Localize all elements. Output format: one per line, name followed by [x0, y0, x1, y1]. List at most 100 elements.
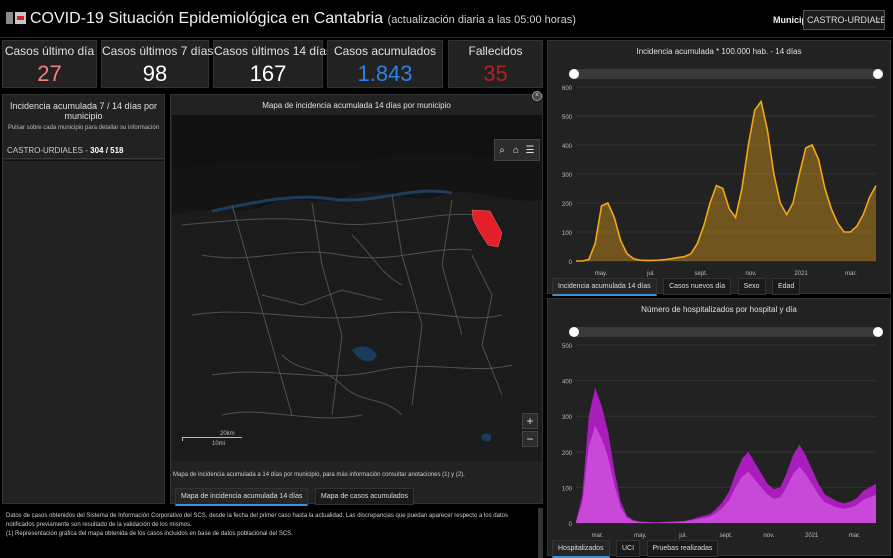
divider: [3, 160, 164, 161]
x-tick-label: mar.: [592, 533, 604, 539]
tab-hospitalizados[interactable]: Hospitalizados: [552, 540, 610, 558]
y-tick-label: 300: [562, 415, 573, 421]
home-icon[interactable]: ⌂: [512, 145, 520, 156]
tab-pruebas-realizadas[interactable]: Pruebas realizadas: [646, 540, 719, 557]
kpi-casos-14-dias: Casos últimos 14 días 167: [213, 40, 333, 88]
municipio-select[interactable]: CASTRO-URDIALES ▿: [803, 10, 885, 30]
y-tick-label: 500: [562, 344, 573, 350]
cantabria-logo-icon: [6, 12, 26, 24]
list-title: Incidencia acumulada 7 / 14 días por mun…: [9, 101, 158, 121]
page-title-text: COVID-19 Situación Epidemiológica en Can…: [30, 10, 384, 27]
x-tick-label: 2021: [794, 271, 808, 277]
chart-title: Incidencia acumulada * 100.000 hab. - 14…: [636, 47, 802, 56]
map-title: Mapa de incidencia acumulada 14 días por…: [262, 101, 451, 110]
map-scale-bar: 20km 10mi: [182, 431, 242, 447]
map-footnote: Mapa de incidencia acumulada a 14 días p…: [173, 472, 465, 478]
municipio-select-value: CASTRO-URDIALES: [807, 15, 885, 25]
y-tick-label: 0: [569, 260, 573, 266]
tab-edad[interactable]: Edad: [772, 278, 801, 295]
notes-paragraph: Datos de casos obtenidos del Sistema de …: [6, 513, 508, 528]
y-tick-label: 100: [562, 231, 573, 237]
zoom-out-button[interactable]: −: [522, 431, 538, 447]
list-item[interactable]: CASTRO-URDIALES - 304 / 518: [3, 143, 164, 159]
x-tick-label: jul.: [678, 533, 687, 539]
y-tick-label: 600: [562, 86, 573, 92]
x-tick-label: may.: [595, 271, 608, 277]
y-tick-label: 400: [562, 144, 573, 150]
x-tick-label: may.: [634, 533, 647, 539]
scale-km: 20km: [220, 431, 235, 437]
range-handle-right: [873, 327, 883, 337]
y-tick-label: 300: [562, 173, 573, 179]
y-tick-label: 100: [562, 486, 573, 492]
list-icon[interactable]: ☰: [525, 145, 535, 156]
list-item-name: CASTRO-URDIALES -: [7, 146, 91, 155]
kpi-value: 167: [249, 61, 287, 86]
notes-scrollbar[interactable]: [538, 508, 543, 558]
incidence-chart-panel: Incidencia acumulada * 100.000 hab. - 14…: [547, 40, 891, 296]
x-tick-label: jul.: [646, 271, 655, 277]
range-handle-right: [873, 69, 883, 79]
chart1-tab-bar: Incidencia acumulada 14 días Casos nuevo…: [552, 275, 802, 296]
municipio-list-panel: Incidencia acumulada 7 / 14 días por mun…: [2, 94, 165, 504]
kpi-label: Casos último día: [4, 44, 95, 58]
y-tick-label: 200: [562, 202, 573, 208]
incidence-chart: 0 100 200 300 400 500 600 may. jul. sept. nov. 2021…: [562, 69, 883, 277]
tab-casos-nuevos-dia[interactable]: Casos nuevos día: [663, 278, 732, 295]
y-tick-label: 400: [562, 380, 573, 386]
kpi-value: 1.843: [357, 61, 413, 86]
tab-mapa-acumulados[interactable]: Mapa de casos acumulados: [314, 488, 415, 505]
app-header: COVID-19 Situación Epidemiológica en Can…: [0, 0, 893, 38]
series-area: [576, 101, 876, 261]
scale-mi: 10mi: [212, 441, 226, 447]
tab-incidencia-14-dias[interactable]: Incidencia acumulada 14 días: [552, 278, 657, 296]
kpi-value: 35: [483, 61, 508, 86]
kpi-fallecidos: Fallecidos 35: [448, 40, 543, 88]
kpi-casos-ultimo-dia: Casos último día 27: [2, 40, 97, 88]
scale-line: [182, 437, 242, 441]
series-line: [576, 99, 877, 262]
notes-panel: Datos de casos obtenidos del Sistema de …: [2, 508, 542, 558]
tab-uci[interactable]: UCI: [615, 540, 641, 557]
map-toolbar: ⌕ ⌂ ☰: [494, 139, 540, 161]
x-tick-label: nov.: [763, 533, 774, 539]
hospital-chart-panel: Número de hospitalizados por hospital y …: [547, 298, 891, 558]
notes-paragraph: (1) Representación gráfica del mapa obte…: [6, 531, 293, 537]
list-item-values: 304 / 518: [90, 146, 124, 155]
tab-sexo[interactable]: Sexo: [737, 278, 766, 295]
kpi-label: Casos últimos 7 días: [102, 44, 214, 58]
incidence-map[interactable]: ⌕ ⌂ ☰ 20km 10mi + −: [172, 115, 542, 461]
chevron-down-icon: ▿: [875, 15, 880, 25]
series-area-inner: [576, 425, 876, 523]
map-canvas: [172, 115, 542, 442]
zoom-in-button[interactable]: +: [522, 413, 538, 429]
x-tick-label: nov.: [746, 271, 757, 277]
chart2-tab-bar: Hospitalizados UCI Pruebas realizadas: [552, 537, 720, 558]
x-tick-label: sept.: [694, 271, 707, 277]
kpi-label: Casos acumulados: [333, 44, 437, 58]
kpi-casos-acumulados: Casos acumulados 1.843: [327, 40, 443, 88]
range-handle-left: [569, 327, 579, 337]
map-tab-bar: Mapa de incidencia acumulada 14 días Map…: [175, 485, 416, 506]
hospital-chart: 0 100 200 300 400 500 mar. may. jul. sept. nov. 202…: [562, 327, 883, 539]
close-icon[interactable]: ×: [532, 91, 542, 101]
kpi-label: Fallecidos: [468, 44, 523, 58]
x-tick-label: mar.: [849, 533, 861, 539]
list-hint: Pulsar sobre cada municipio para detalla…: [7, 125, 160, 131]
chart-title: Número de hospitalizados por hospital y …: [641, 305, 797, 314]
range-slider[interactable]: [569, 69, 883, 79]
x-tick-label: mar.: [845, 271, 857, 277]
y-tick-label: 500: [562, 115, 573, 121]
kpi-value: 27: [37, 61, 62, 86]
tab-mapa-incidencia[interactable]: Mapa de incidencia acumulada 14 días: [175, 488, 309, 506]
kpi-label: Casos últimos 14 días: [214, 44, 333, 58]
x-tick-label: sept.: [719, 533, 732, 539]
series-area: [576, 387, 876, 523]
page-subtitle: (actualización diaria a las 05:00 horas): [387, 14, 576, 26]
range-slider[interactable]: [569, 327, 883, 337]
kpi-value: 98: [142, 61, 168, 86]
municipio-label: Municipio: [773, 15, 815, 25]
map-panel: Mapa de incidencia acumulada 14 días por…: [170, 91, 543, 506]
search-icon[interactable]: ⌕: [499, 145, 505, 156]
x-tick-label: 2021: [805, 533, 819, 539]
